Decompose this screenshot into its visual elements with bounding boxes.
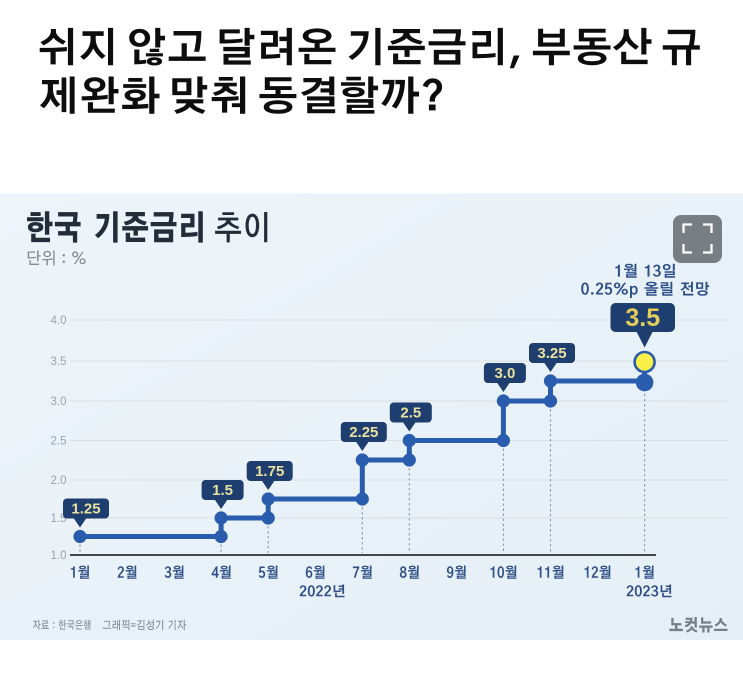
svg-text:1.5: 1.5 [51,513,67,525]
svg-text:1.75: 1.75 [255,463,284,480]
svg-text:3.5: 3.5 [51,356,67,368]
svg-text:2.25: 2.25 [349,424,378,441]
svg-text:3.5: 3.5 [625,304,660,332]
svg-text:2.0: 2.0 [51,475,67,487]
svg-text:2.5: 2.5 [400,405,421,422]
svg-text:3.25: 3.25 [537,345,566,362]
svg-text:2.5: 2.5 [51,436,67,448]
svg-text:1.25: 1.25 [71,501,100,518]
svg-text:1.5: 1.5 [212,482,233,499]
svg-text:4.0: 4.0 [51,315,67,327]
svg-text:3.0: 3.0 [494,365,515,382]
svg-text:1.0: 1.0 [51,550,67,562]
svg-text:3.0: 3.0 [51,396,67,408]
